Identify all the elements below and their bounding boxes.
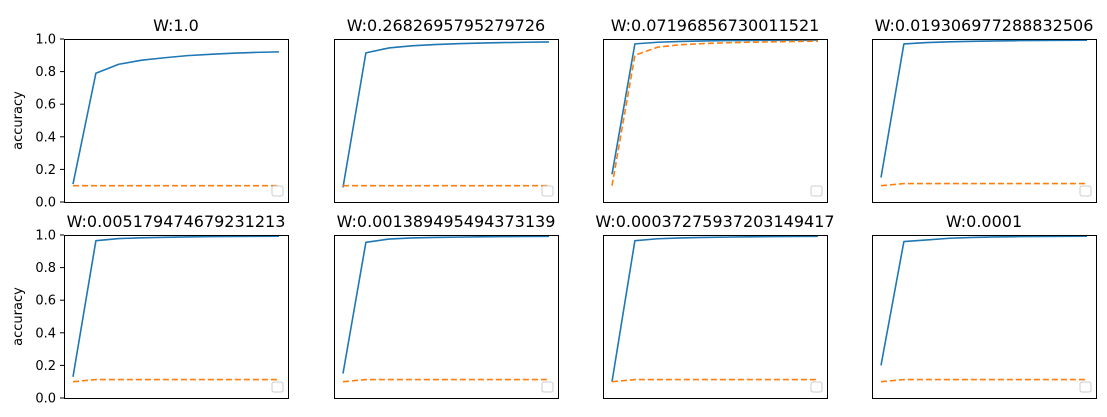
series-line-dashed: [880, 378, 1087, 383]
series-line-dashed: [880, 182, 1087, 187]
subplot-3: W:0.07196856730011521: [603, 16, 828, 203]
subplot-4: W:0.019306977288832506: [872, 16, 1097, 203]
axes-frame: [334, 39, 559, 203]
subplot-5: W:0.005179474679231213 0.0 0.2 0.4 0.6 0.8 1.0…: [11, 212, 289, 407]
axes-frame: [872, 39, 1097, 203]
y-tick-label: 0.0: [35, 196, 56, 211]
y-axis-label: accuracy: [11, 91, 26, 150]
axes-frame: [603, 39, 828, 203]
subplot-title: W:0.019306977288832506: [875, 16, 1094, 35]
series-line-solid: [880, 39, 1088, 178]
subplot-7: W:0.00037275937203149417: [595, 212, 835, 399]
y-axis-label: accuracy: [11, 287, 26, 346]
y-tick-label: 1.0: [35, 33, 56, 48]
y-tick-label: 0.6: [35, 294, 56, 309]
axes-frame: [64, 235, 289, 399]
series-line-dashed: [611, 40, 819, 186]
subplot-title: W:0.2682695795279726: [347, 16, 545, 35]
axes-frame: [603, 235, 828, 399]
y-tick-label: 0.0: [35, 392, 56, 407]
y-tick-label: 0.2: [35, 359, 56, 374]
series-line-solid: [72, 51, 280, 185]
y-tick-label: 0.6: [35, 98, 56, 113]
series-line-solid: [611, 39, 819, 175]
subplot-title: W:0.07196856730011521: [611, 16, 820, 35]
y-tick-label: 0.8: [35, 65, 56, 80]
legend-box: [271, 381, 284, 393]
legend-box: [810, 381, 823, 393]
series-line-dashed: [611, 378, 818, 383]
subplot-title: W:0.00037275937203149417: [595, 212, 834, 231]
series-line-dashed: [342, 378, 549, 383]
series-line-solid: [880, 235, 1088, 366]
legend-box: [1079, 185, 1092, 197]
series-line-solid: [342, 41, 550, 188]
subplot-title: W:1.0: [153, 16, 199, 35]
legend-box: [541, 381, 554, 393]
legend-box: [541, 185, 554, 197]
legend-box: [810, 185, 823, 197]
y-tick-label: 1.0: [35, 229, 56, 244]
subplot-2: W:0.2682695795279726: [334, 16, 559, 203]
axes-frame: [334, 235, 559, 399]
axes-frame: [64, 39, 289, 203]
subplot-title: W:0.001389495494373139: [337, 212, 556, 231]
y-tick-label: 0.2: [35, 163, 56, 178]
subplot-title: W:0.0001: [946, 212, 1022, 231]
subplot-1: W:1.0 0.0 0.2 0.4 0.6 0.8 1.0 accuracy: [11, 16, 289, 211]
y-tick-label: 0.8: [35, 261, 56, 276]
y-tick-label: 0.4: [35, 130, 56, 145]
series-line-dashed: [72, 378, 279, 383]
y-tick-label: 0.4: [35, 326, 56, 341]
axes-frame: [872, 235, 1097, 399]
legend-box: [1079, 381, 1092, 393]
subplot-6: W:0.001389495494373139: [334, 212, 559, 399]
series-line-solid: [72, 235, 280, 377]
subplot-title: W:0.005179474679231213: [67, 212, 286, 231]
legend-box: [271, 185, 284, 197]
series-line-solid: [342, 235, 550, 374]
subplot-8: W:0.0001: [872, 212, 1097, 399]
series-line-solid: [611, 235, 819, 382]
